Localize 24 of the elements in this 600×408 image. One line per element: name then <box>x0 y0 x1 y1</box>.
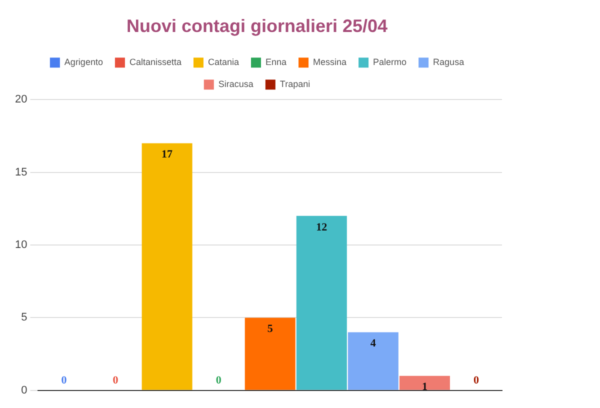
data-label: 1 <box>422 381 428 394</box>
data-label: 0 <box>216 374 222 387</box>
legend-label: Trapani <box>280 79 310 90</box>
data-label: 5 <box>267 323 274 336</box>
data-label: 0 <box>61 374 68 387</box>
y-tick-label: 0 <box>21 384 28 396</box>
data-label: 0 <box>473 374 480 387</box>
data-label: 0 <box>112 374 119 387</box>
y-tick-label: 15 <box>14 166 28 178</box>
legend-label: Messina <box>313 57 347 68</box>
data-label: 12 <box>316 221 328 234</box>
legend-label: Enna <box>266 57 287 68</box>
y-tick-label: 20 <box>14 94 28 106</box>
data-label: 17 <box>162 148 174 161</box>
legend-label: Caltanissetta <box>129 57 182 68</box>
legend-label: Palermo <box>373 57 407 68</box>
y-tick-label: 5 <box>21 312 28 324</box>
y-tick-label: 10 <box>14 239 28 252</box>
legend-label: Ragusa <box>433 57 464 68</box>
legend-label: Catania <box>208 57 240 68</box>
chart-title: Nuovi contagi giornalieri 25/04 <box>126 16 388 36</box>
legend-label: Siracusa <box>218 79 254 90</box>
data-label: 4 <box>370 338 376 350</box>
legend-label: Agrigento <box>64 57 103 68</box>
